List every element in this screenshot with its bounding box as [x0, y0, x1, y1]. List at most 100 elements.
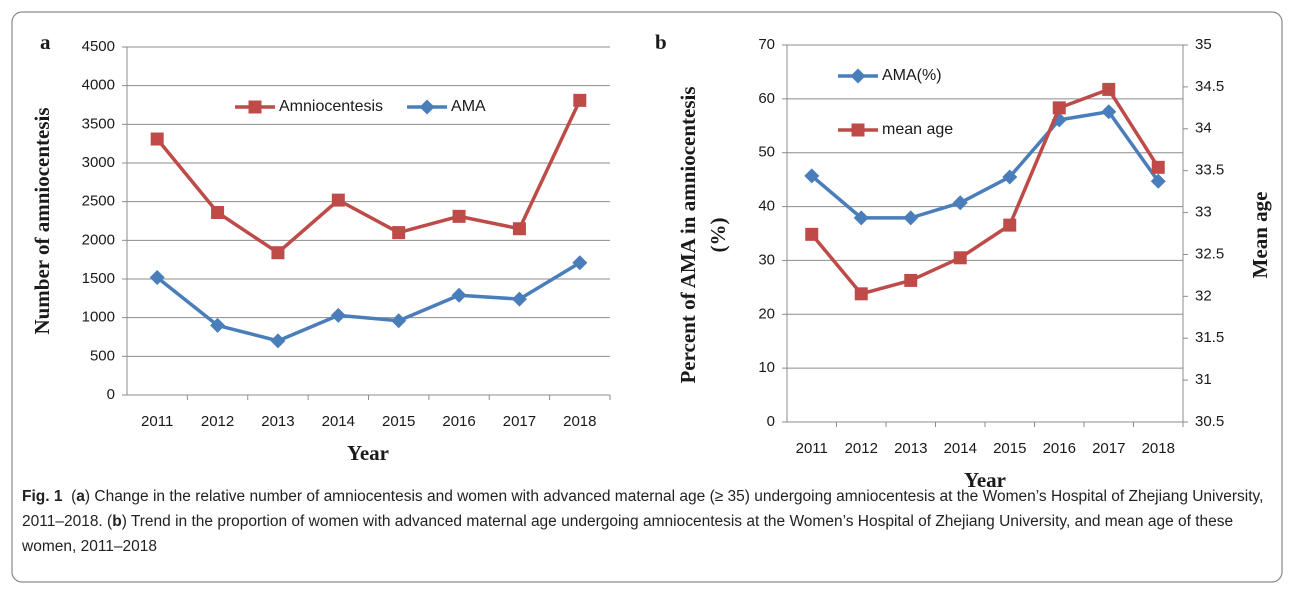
x-tick-label: 2014: [322, 413, 355, 430]
y-tick-label: 500: [90, 347, 115, 364]
marker: [451, 287, 467, 303]
x-tick-label: 2012: [201, 413, 234, 430]
y-tick-label: 2500: [82, 193, 115, 210]
marker: [1150, 173, 1166, 189]
y-axis-title: (%): [706, 218, 730, 253]
caption-text: ) Change in the relative number of amnio…: [22, 488, 1264, 530]
y-tick-label: 3000: [82, 154, 115, 171]
y2-tick-label: 31: [1195, 371, 1212, 388]
y-axis-title: Percent of AMA in amniocentesis: [676, 86, 700, 383]
caption-text: (: [71, 488, 77, 505]
y-tick-label: 20: [758, 305, 775, 322]
y-tick-label: 0: [107, 386, 115, 403]
y2-tick-label: 34.5: [1195, 78, 1224, 95]
y-tick-label: 50: [758, 144, 775, 161]
marker: [150, 132, 164, 146]
y2-tick-label: 30.5: [1195, 413, 1224, 430]
marker: [853, 210, 869, 226]
y2-tick-label: 34: [1195, 120, 1212, 137]
panel-label: a: [40, 30, 51, 54]
y-axis-title: Number of amniocentesis: [30, 107, 54, 334]
marker: [850, 68, 866, 84]
x-tick-label: 2018: [563, 413, 596, 430]
x-tick-label: 2014: [944, 440, 977, 457]
marker: [270, 333, 286, 349]
x-tick-label: 2015: [382, 413, 415, 430]
marker: [952, 195, 968, 211]
y-tick-label: 0: [767, 413, 775, 430]
marker: [271, 246, 285, 260]
marker: [1002, 169, 1018, 185]
marker: [572, 255, 588, 271]
marker: [851, 123, 865, 137]
y2-tick-label: 31.5: [1195, 329, 1224, 346]
legend-label: Amniocentesis: [279, 98, 383, 115]
marker: [854, 287, 868, 301]
marker: [1151, 160, 1165, 174]
marker: [248, 100, 262, 114]
y2-tick-label: 32.5: [1195, 245, 1224, 262]
caption: Fig. 1 (a) Change in the relative number…: [22, 484, 1272, 559]
marker: [804, 168, 820, 184]
y2-axis-title: Mean age: [1248, 192, 1272, 279]
x-axis-title: Year: [347, 441, 389, 465]
y-tick-label: 70: [758, 36, 775, 53]
marker: [391, 313, 407, 329]
marker: [452, 209, 466, 223]
y-tick-label: 40: [758, 198, 775, 215]
marker: [330, 307, 346, 323]
series-line: [155, 99, 582, 255]
series-line: [810, 87, 1160, 296]
marker: [512, 222, 526, 236]
marker: [511, 291, 527, 307]
x-tick-label: 2011: [796, 440, 828, 457]
marker: [210, 317, 226, 333]
x-axis-title: Year: [964, 468, 1006, 492]
y2-tick-label: 33.5: [1195, 162, 1224, 179]
marker: [1101, 104, 1117, 120]
marker: [805, 227, 819, 241]
x-tick-label: 2018: [1142, 440, 1175, 457]
x-tick-label: 2013: [261, 413, 294, 430]
marker: [1052, 101, 1066, 115]
caption-text: ) Trend in the proportion of women with …: [22, 513, 1234, 555]
series-line: [810, 110, 1160, 220]
y2-tick-label: 35: [1195, 36, 1212, 53]
y-tick-label: 60: [758, 90, 775, 107]
marker: [211, 205, 225, 219]
marker: [392, 226, 406, 240]
x-tick-label: 2017: [503, 413, 536, 430]
y-tick-label: 4500: [82, 38, 115, 55]
panel-label: b: [655, 30, 667, 54]
caption-panel: a: [76, 488, 85, 505]
marker: [573, 93, 587, 107]
x-tick-label: 2012: [845, 440, 878, 457]
marker: [419, 99, 435, 115]
marker: [953, 251, 967, 265]
marker: [149, 269, 165, 285]
y-tick-label: 1000: [82, 309, 115, 326]
x-tick-label: 2015: [993, 440, 1026, 457]
x-tick-label: 2016: [442, 413, 475, 430]
x-tick-label: 2017: [1092, 440, 1125, 457]
marker: [1102, 82, 1116, 96]
y-tick-label: 2000: [82, 231, 115, 248]
legend-label: AMA(%): [882, 67, 942, 84]
y2-tick-label: 32: [1195, 287, 1212, 304]
y-tick-label: 3500: [82, 115, 115, 132]
legend-label: mean age: [882, 121, 953, 138]
y2-tick-label: 33: [1195, 204, 1212, 221]
marker: [1003, 218, 1017, 232]
marker: [331, 193, 345, 207]
y-tick-label: 10: [758, 359, 775, 376]
series-line: [156, 261, 581, 343]
caption-label: Fig. 1: [22, 488, 63, 505]
y-tick-label: 4000: [82, 77, 115, 94]
x-tick-label: 2011: [141, 413, 173, 430]
marker: [904, 273, 918, 287]
marker: [903, 210, 919, 226]
caption-panel: b: [112, 513, 122, 530]
figure-frame: [11, 11, 1283, 583]
